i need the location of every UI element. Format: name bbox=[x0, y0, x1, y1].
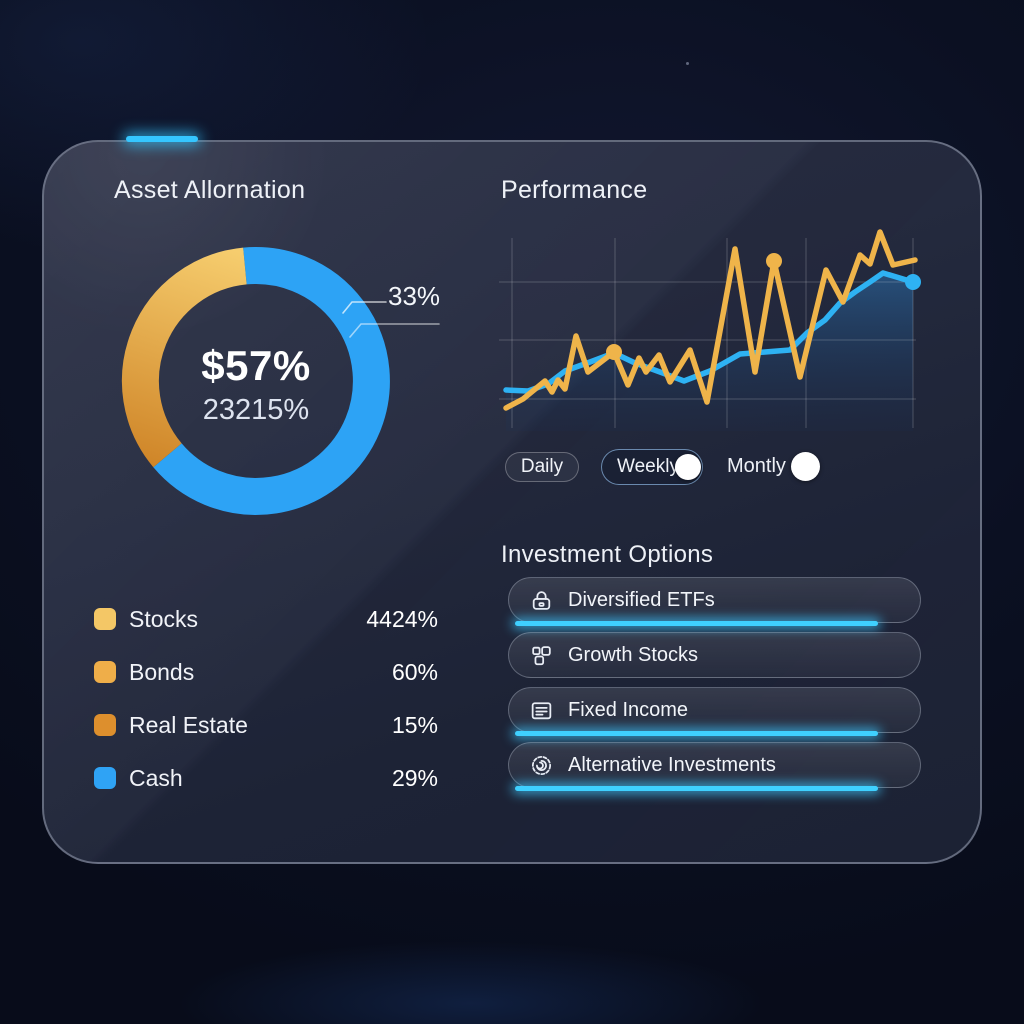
option-label: Diversified ETFs bbox=[568, 588, 715, 611]
option-label: Growth Stocks bbox=[568, 643, 699, 666]
lock-icon bbox=[529, 588, 554, 613]
trend-data-point[interactable] bbox=[905, 274, 921, 290]
legend-value: 60% bbox=[391, 658, 438, 685]
background-star bbox=[686, 62, 689, 65]
daily-button-label: Daily bbox=[520, 456, 564, 477]
legend-value: 15% bbox=[391, 711, 438, 738]
monthly-toggle-knob[interactable] bbox=[791, 452, 820, 481]
legend-row-cash[interactable]: Cash 29% bbox=[94, 761, 438, 795]
legend-label: Cash bbox=[129, 764, 183, 791]
donut-callout-label: 33% bbox=[388, 281, 441, 311]
bonds-swatch bbox=[94, 661, 116, 683]
volatile-data-point[interactable] bbox=[766, 253, 782, 269]
legend-value: 4424% bbox=[366, 605, 438, 632]
legend-label: Stocks bbox=[129, 605, 199, 632]
ledger-icon bbox=[529, 698, 554, 723]
trend-area-fill bbox=[506, 273, 913, 431]
legend-label: Real Estate bbox=[129, 711, 248, 738]
donut-blue-segment[interactable] bbox=[153, 246, 390, 515]
performance-line-chart bbox=[499, 229, 921, 431]
cash-swatch bbox=[94, 767, 116, 789]
option-label: Alternative Investments bbox=[568, 753, 776, 776]
weekly-toggle-knob[interactable] bbox=[675, 454, 701, 480]
legend-value: 29% bbox=[391, 764, 438, 791]
option-glow-line bbox=[515, 786, 878, 791]
daily-button[interactable]: Daily bbox=[505, 452, 579, 482]
option-alternative-investments[interactable]: Alternative Investments bbox=[508, 742, 921, 791]
legend-label: Bonds bbox=[129, 658, 195, 685]
volatile-data-point[interactable] bbox=[606, 344, 622, 360]
asset-allocation-donut-chart bbox=[121, 246, 390, 515]
stocks-swatch bbox=[94, 608, 116, 630]
legend-row-bonds[interactable]: Bonds 60% bbox=[94, 655, 438, 689]
performance-title: Performance bbox=[501, 176, 648, 204]
coin-icon bbox=[529, 753, 554, 778]
option-growth-stocks[interactable]: Growth Stocks bbox=[508, 632, 921, 678]
donut-secondary-value: 23215% bbox=[202, 393, 310, 426]
blocks-icon bbox=[529, 643, 554, 668]
option-fixed-income[interactable]: Fixed Income bbox=[508, 687, 921, 736]
asset-allocation-title: Asset Allornation bbox=[114, 176, 306, 204]
donut-center-labels: $57% 23215% bbox=[120, 248, 392, 520]
monthly-button-label[interactable]: Montly bbox=[727, 455, 786, 477]
weekly-button-label: Weekly bbox=[617, 456, 679, 477]
donut-callout-lines bbox=[342, 301, 440, 338]
donut-gold-segment[interactable] bbox=[121, 247, 248, 468]
legend-row-real-estate[interactable]: Real Estate 15% bbox=[94, 708, 438, 742]
option-label: Fixed Income bbox=[568, 698, 689, 721]
asset-legend: Stocks 4424% Bonds 60% Real Estate 15% C… bbox=[94, 602, 438, 814]
investment-options-title: Investment Options bbox=[501, 541, 714, 568]
card-top-accent-bar bbox=[126, 136, 198, 142]
investment-options-list: Diversified ETFs Growth Stocks Fi bbox=[508, 577, 921, 797]
option-glow-line bbox=[515, 731, 878, 736]
option-diversified-etfs[interactable]: Diversified ETFs bbox=[508, 577, 921, 626]
legend-row-stocks[interactable]: Stocks 4424% bbox=[94, 602, 438, 636]
real-estate-swatch bbox=[94, 714, 116, 736]
option-glow-line bbox=[515, 621, 878, 626]
donut-primary-value: $57% bbox=[201, 341, 311, 389]
volatile-line bbox=[503, 229, 918, 411]
